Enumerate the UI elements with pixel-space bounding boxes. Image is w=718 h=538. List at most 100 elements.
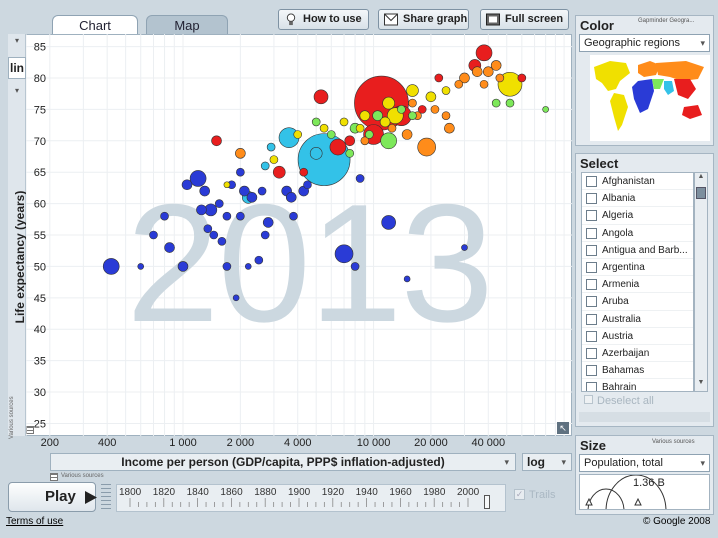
country-bubble[interactable] [360,136,370,146]
country-bubble[interactable] [425,91,437,103]
country-list-item[interactable]: Argentina [582,259,693,277]
country-bubble[interactable] [397,105,406,114]
country-bubble[interactable] [217,236,227,246]
country-bubble[interactable] [189,170,207,187]
country-bubble[interactable] [223,181,231,189]
country-bubble[interactable] [199,185,211,197]
country-bubble[interactable] [475,44,493,62]
country-bubble[interactable] [309,147,323,160]
y-scale-select[interactable]: lin [8,57,26,79]
country-checkbox[interactable] [586,313,597,325]
country-checkbox[interactable] [586,261,597,273]
timeline-handle[interactable] [484,495,490,509]
country-bubble[interactable] [441,111,451,120]
country-checkbox[interactable] [586,227,597,239]
country-checkbox[interactable] [586,210,597,222]
country-checkbox[interactable] [586,193,597,205]
country-list-item[interactable]: Albania [582,190,693,208]
country-bubble[interactable] [160,211,169,221]
country-bubble[interactable] [461,244,468,251]
country-bubble[interactable] [490,60,502,71]
country-bubble[interactable] [401,129,413,140]
country-bubble[interactable] [269,155,279,164]
expand-icon[interactable]: ↖ [557,422,569,434]
terms-of-use-link[interactable]: Terms of use [6,516,64,527]
deselect-all-checkbox[interactable] [584,395,593,404]
scroll-up-icon[interactable]: ▲ [697,173,705,180]
country-bubble[interactable] [181,179,193,191]
country-bubble[interactable] [482,66,494,77]
country-bubble[interactable] [454,79,464,89]
tab-chart[interactable]: Chart [52,15,138,35]
country-list-item[interactable]: Antigua and Barb... [582,242,693,259]
country-checkbox[interactable] [586,365,597,377]
country-bubble[interactable] [329,138,347,156]
country-bubble[interactable] [214,199,224,208]
country-bubble[interactable] [313,89,329,105]
country-bubble[interactable] [177,261,189,272]
country-bubble[interactable] [444,122,455,134]
country-bubble[interactable] [260,230,270,240]
country-bubble[interactable] [293,130,303,139]
country-list-item[interactable]: Algeria [582,207,693,225]
country-bubble[interactable] [408,98,417,108]
scrollbar-thumb[interactable] [696,187,706,199]
country-bubble[interactable] [222,262,232,271]
country-checkbox[interactable] [586,176,597,187]
country-bubble[interactable] [495,73,505,83]
country-list-item[interactable]: Azerbaijan [582,345,693,363]
country-bubble[interactable] [334,244,354,264]
country-bubble[interactable] [387,123,397,133]
y-axis-dropdown-icon[interactable]: ▾ [14,36,19,45]
country-bubble[interactable] [417,137,436,157]
x-scale-select[interactable]: log ▾ [522,453,572,471]
country-checkbox[interactable] [586,279,597,291]
country-bubble[interactable] [417,105,427,114]
country-bubble[interactable] [441,86,451,95]
country-list-item[interactable]: Aruba [582,293,693,311]
country-bubble[interactable] [203,224,213,234]
country-bubble[interactable] [430,105,440,114]
color-select[interactable]: Geographic regions ▾ [579,34,710,52]
country-bubble[interactable] [235,148,246,159]
country-bubble[interactable] [272,165,286,179]
country-bubble[interactable] [257,186,267,196]
x-axis-select[interactable]: Income per person (GDP/capita, PPP$ infl… [50,453,516,471]
country-bubble[interactable] [232,294,240,302]
country-list-item[interactable]: Angola [582,225,693,242]
size-select[interactable]: Population, total ▾ [579,454,710,472]
country-list-item[interactable]: Afghanistan [582,173,693,191]
how-to-use-button[interactable]: How to use [278,9,369,30]
country-bubble[interactable] [211,135,222,147]
country-bubble[interactable] [459,72,470,84]
country-bubble[interactable] [339,117,349,127]
country-bubble[interactable] [254,255,264,265]
scroll-down-icon[interactable]: ▼ [697,379,705,386]
y-label-dropdown-icon[interactable]: ▾ [14,86,19,95]
country-bubble[interactable] [262,217,274,228]
play-button[interactable]: Play [8,482,97,512]
country-bubble[interactable] [379,116,391,128]
country-checkbox[interactable] [586,330,597,342]
country-bubble[interactable] [137,263,145,270]
tab-map[interactable]: Map [146,15,228,35]
country-bubble[interactable] [408,111,417,120]
speed-slider[interactable] [101,484,111,512]
country-bubble[interactable] [355,174,365,183]
country-bubble[interactable] [350,262,360,271]
timeline-track[interactable] [116,484,506,512]
country-bubble[interactable] [359,110,371,121]
country-bubble[interactable] [236,167,245,177]
country-bubble[interactable] [517,73,527,83]
country-list-item[interactable]: Bahamas [582,362,693,380]
x-grid-icon[interactable] [50,473,58,481]
trails-checkbox[interactable]: ✓ [514,489,525,500]
country-bubble[interactable] [381,215,396,230]
country-checkbox[interactable] [586,244,597,256]
country-bubble[interactable] [406,84,419,97]
country-bubble[interactable] [260,161,270,171]
country-bubble[interactable] [209,230,219,240]
country-bubble[interactable] [491,98,501,108]
country-bubble[interactable] [382,96,395,110]
country-bubble[interactable] [365,130,374,139]
